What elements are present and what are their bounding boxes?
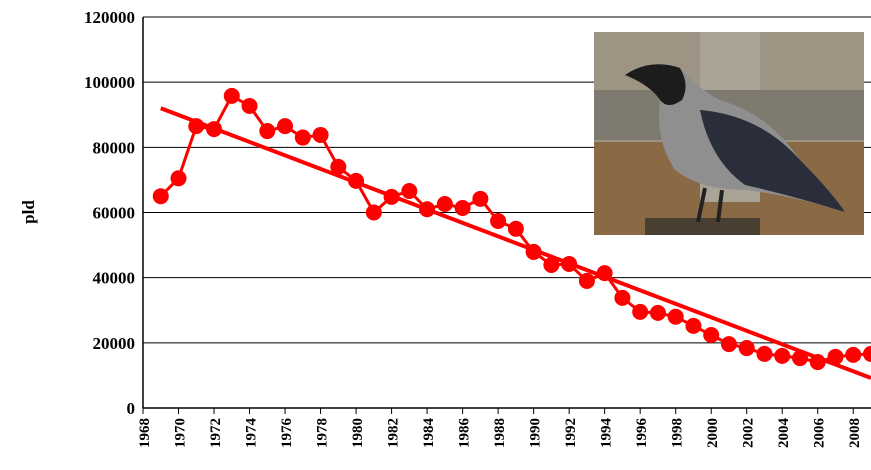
data-point — [863, 345, 871, 362]
data-point — [685, 317, 702, 334]
y-axis-label: pld — [19, 200, 38, 224]
x-tick-label: 2006 — [812, 418, 828, 449]
x-tick-label: 1982 — [386, 418, 402, 448]
x-tick-label: 2004 — [776, 418, 792, 449]
y-tick-label: 20000 — [93, 334, 136, 353]
y-tick-label: 120000 — [84, 8, 135, 27]
data-point — [649, 304, 666, 321]
data-point — [223, 87, 240, 104]
data-point — [312, 126, 329, 143]
data-point — [259, 123, 276, 140]
data-point — [543, 256, 560, 273]
x-tick-label: 2008 — [847, 418, 863, 448]
x-tick-label: 2002 — [741, 418, 757, 448]
y-tick-label: 80000 — [93, 138, 136, 157]
data-point — [436, 196, 453, 213]
x-tick-label: 1968 — [137, 418, 153, 448]
x-tick-label: 1992 — [563, 418, 579, 448]
x-tick-label: 1998 — [670, 418, 686, 448]
x-tick-label: 1976 — [279, 418, 295, 449]
data-point — [330, 158, 347, 175]
data-point — [277, 118, 294, 135]
data-point — [827, 348, 844, 365]
data-point — [738, 340, 755, 357]
data-point — [472, 190, 489, 207]
y-tick-label: 40000 — [93, 269, 136, 288]
x-tick-label: 1996 — [634, 418, 650, 449]
data-point — [756, 345, 773, 362]
data-point — [365, 204, 382, 221]
x-tick-label: 1970 — [173, 418, 189, 448]
data-point — [614, 289, 631, 306]
data-point — [170, 170, 187, 187]
trend-line — [160, 106, 871, 380]
x-tick-label: 1984 — [421, 418, 437, 449]
x-tick-label: 1994 — [599, 418, 615, 449]
y-tick-label: 60000 — [93, 204, 136, 223]
x-tick-label: 1972 — [208, 418, 224, 448]
data-point — [845, 346, 862, 363]
data-point — [490, 212, 507, 229]
data-point — [294, 129, 311, 146]
photo — [594, 32, 864, 235]
data-point — [401, 182, 418, 199]
y-tick-label: 100000 — [84, 73, 135, 92]
x-tick-label: 2000 — [705, 418, 721, 448]
x-tick-label: 1986 — [457, 418, 473, 449]
data-point — [667, 308, 684, 325]
data-point — [152, 188, 169, 205]
data-point — [241, 97, 258, 114]
x-tick-label: 1980 — [350, 418, 366, 448]
x-tick-label: 1974 — [244, 418, 260, 449]
data-point — [454, 199, 471, 216]
data-point — [774, 347, 791, 364]
data-point — [507, 220, 524, 237]
x-tick-label: 1978 — [315, 418, 331, 448]
data-point — [632, 303, 649, 320]
data-point — [578, 272, 595, 289]
data-point — [703, 327, 720, 344]
x-tick-label: 1990 — [528, 418, 544, 448]
x-tick-label: 1988 — [492, 418, 508, 448]
data-point — [720, 336, 737, 353]
y-tick-label: 0 — [127, 399, 136, 418]
